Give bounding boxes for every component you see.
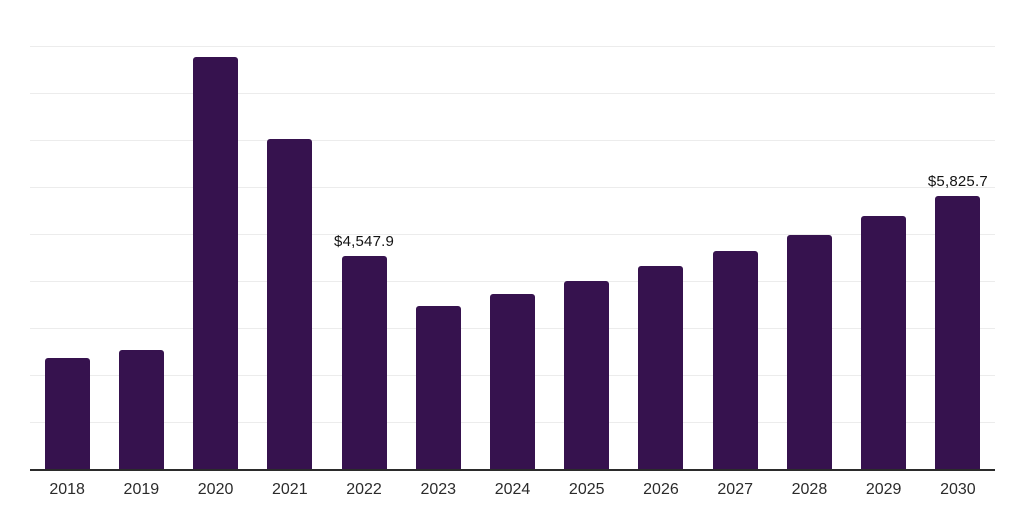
bar-2022[interactable] xyxy=(341,256,387,470)
bar-2025[interactable] xyxy=(564,280,610,470)
bar-2019[interactable] xyxy=(118,349,164,470)
bar-2029[interactable] xyxy=(861,215,907,470)
x-axis-label-2021: 2021 xyxy=(272,481,308,498)
x-axis-line xyxy=(30,469,995,471)
x-axis-label-2028: 2028 xyxy=(791,481,828,498)
x-axis-label-2030: 2030 xyxy=(940,481,976,498)
x-axis-label-2029: 2029 xyxy=(865,481,902,498)
gridline xyxy=(30,93,995,95)
bar-value-label-2030: $5,825.7 xyxy=(927,173,988,191)
plot-area: $4,547.9 $5,825.7 xyxy=(30,0,995,471)
bar-2028[interactable] xyxy=(786,234,832,470)
bar-2027[interactable] xyxy=(712,250,758,470)
gridline xyxy=(30,46,995,48)
x-axis-label-2019: 2019 xyxy=(123,481,160,498)
bar-2020[interactable] xyxy=(193,56,239,470)
bar-2026[interactable] xyxy=(638,265,684,470)
gridline xyxy=(30,187,995,189)
x-axis-label-2022: 2022 xyxy=(346,481,382,498)
x-axis-label-2018: 2018 xyxy=(49,481,85,498)
gridline xyxy=(30,281,995,283)
bar-2024[interactable] xyxy=(490,293,535,470)
x-axis-label-2020: 2020 xyxy=(197,481,234,498)
x-axis-label-2026: 2026 xyxy=(643,481,679,498)
bar-2021[interactable] xyxy=(267,139,313,470)
x-axis-label-2023: 2023 xyxy=(420,481,457,498)
x-axis: 2018 2019 2020 2021 2022 2023 2024 2025 2026 2027… xyxy=(30,481,995,503)
bar-2018[interactable] xyxy=(44,358,90,470)
x-axis-label-2025: 2025 xyxy=(568,481,605,498)
bar-2023[interactable] xyxy=(415,306,461,470)
bar-2030[interactable] xyxy=(935,196,981,470)
gridline xyxy=(30,234,995,236)
bar-value-label-2022: $4,547.9 xyxy=(334,233,395,251)
gridline xyxy=(30,140,995,142)
x-axis-label-2024: 2024 xyxy=(494,481,531,498)
x-axis-label-2027: 2027 xyxy=(717,481,753,498)
